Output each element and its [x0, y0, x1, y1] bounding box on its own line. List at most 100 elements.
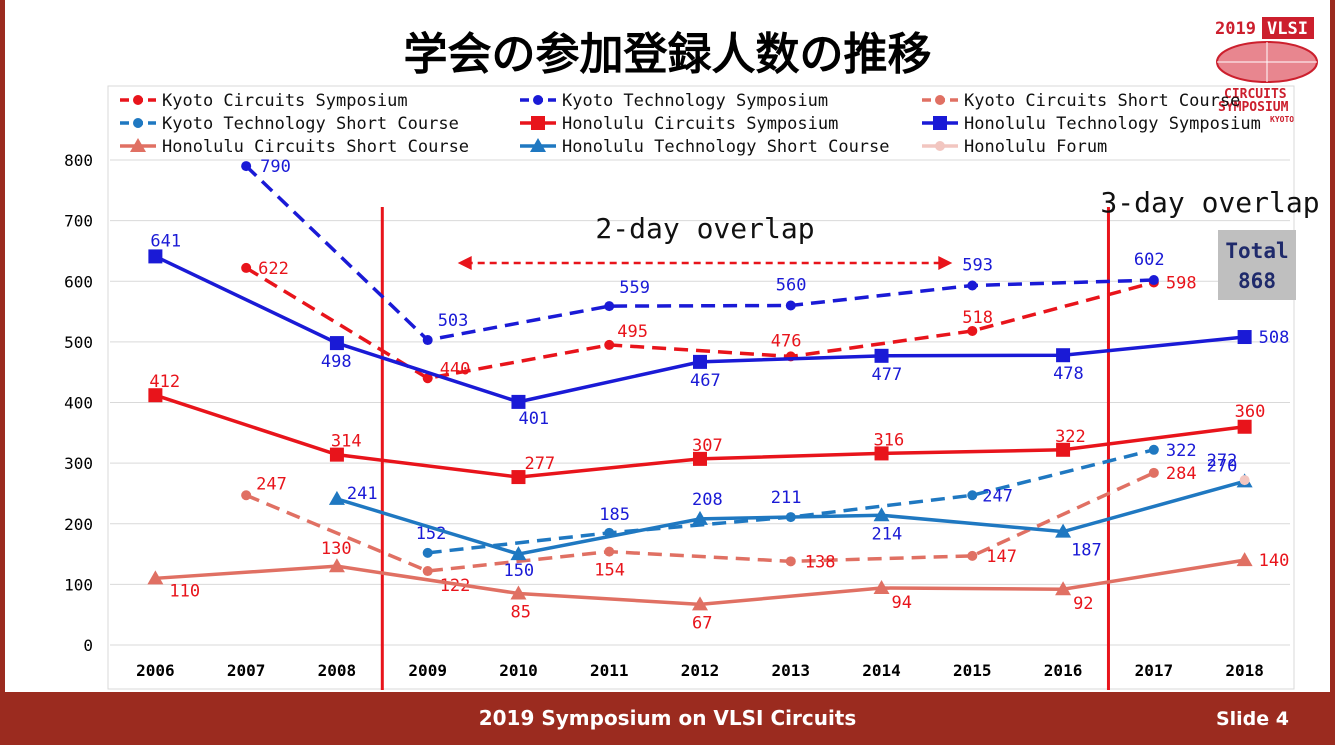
footer-text: 2019 Symposium on VLSI Circuits	[478, 706, 857, 730]
legend-marker-honolulu-circuits-short-course	[130, 138, 146, 152]
data-point-kyoto-circuits-short-course	[241, 490, 252, 501]
y-tick-label: 0	[83, 636, 93, 655]
series-line-honolulu-technology-short-course	[336, 479, 1246, 556]
chart-area-border	[107, 85, 1295, 690]
total-label: Total	[1225, 239, 1288, 263]
data-label-honolulu-technology-symposium: 498	[321, 352, 352, 372]
data-point-honolulu-technology-symposium	[1056, 348, 1071, 363]
data-label-kyoto-technology-short-course: 322	[1166, 441, 1197, 461]
data-point-honolulu-circuits-symposium	[874, 446, 889, 461]
data-label-honolulu-circuits-short-course: 140	[1259, 551, 1290, 571]
legend-label-honolulu-technology-short-course: Honolulu Technology Short Course	[562, 137, 890, 157]
data-label-kyoto-technology-symposium: 560	[776, 276, 807, 296]
data-label-honolulu-technology-symposium: 477	[872, 365, 903, 385]
data-label-kyoto-circuits-symposium: 440	[440, 359, 471, 379]
data-label-honolulu-circuits-symposium: 316	[874, 430, 905, 450]
attendance-line-chart: 0 100 200 300 400 500 600 700 800 2006 2007 2008 200…	[64, 85, 1320, 690]
legend-marker-honolulu-forum	[935, 141, 945, 151]
data-label-kyoto-technology-symposium: 790	[260, 157, 291, 177]
logo-line2: SYMPOSIUM	[1218, 100, 1289, 115]
data-label-honolulu-circuits-short-course: 130	[321, 539, 352, 559]
y-tick-label: 800	[64, 151, 93, 170]
data-label-kyoto-technology-symposium: 503	[438, 311, 469, 331]
data-point-honolulu-technology-short-course	[510, 546, 527, 561]
two-day-overlap-arrowhead-left	[457, 256, 472, 270]
legend-label-kyoto-circuits-short-course: Kyoto Circuits Short Course	[964, 91, 1240, 111]
data-point-kyoto-technology-short-course	[967, 490, 978, 501]
x-tick-label: 2015	[953, 661, 992, 680]
data-point-honolulu-circuits-symposium	[511, 470, 526, 485]
slide-frame-left	[0, 0, 5, 745]
data-label-kyoto-circuits-short-course: 138	[805, 552, 836, 572]
data-label-kyoto-circuits-symposium: 518	[962, 308, 993, 328]
data-label-honolulu-circuits-symposium: 307	[692, 436, 723, 456]
data-point-kyoto-circuits-short-course	[967, 550, 978, 561]
data-label-honolulu-technology-symposium: 401	[518, 409, 549, 429]
data-point-honolulu-forum	[1239, 475, 1250, 486]
x-tick-label: 2018	[1225, 661, 1264, 680]
data-point-kyoto-technology-symposium	[1148, 275, 1159, 286]
data-label-honolulu-circuits-short-course: 85	[510, 602, 530, 622]
x-tick-label: 2007	[227, 661, 266, 680]
data-label-kyoto-technology-short-course: 211	[771, 488, 802, 508]
data-label-honolulu-circuits-symposium: 412	[149, 372, 180, 392]
legend-label-honolulu-circuits-symposium: Honolulu Circuits Symposium	[562, 114, 838, 134]
data-point-honolulu-technology-short-course	[692, 510, 708, 525]
series-line-kyoto-circuits-symposium	[245, 266, 1155, 381]
series-line-kyoto-technology-symposium	[244, 164, 1154, 342]
data-point-kyoto-circuits-short-course	[785, 556, 796, 567]
data-label-honolulu-circuits-short-course: 110	[169, 581, 200, 601]
data-label-honolulu-technology-symposium: 641	[150, 231, 181, 251]
data-point-kyoto-circuits-symposium	[604, 339, 615, 350]
data-point-honolulu-circuits-short-course	[328, 558, 345, 573]
data-point-kyoto-technology-short-course	[422, 547, 433, 558]
data-point-kyoto-circuits-symposium	[241, 262, 252, 273]
data-label-honolulu-circuits-symposium: 360	[1235, 402, 1266, 422]
data-point-honolulu-circuits-short-course	[147, 570, 164, 585]
three-day-overlap-label: 3-day overlap	[1100, 186, 1319, 219]
slide-number: Slide 4	[1215, 708, 1289, 730]
data-point-kyoto-technology-symposium	[422, 335, 433, 346]
data-point-honolulu-circuits-short-course	[873, 580, 890, 595]
data-label-kyoto-circuits-short-course: 247	[256, 474, 287, 494]
logo-brand: VLSI	[1267, 19, 1308, 39]
data-label-kyoto-technology-symposium: 559	[619, 278, 650, 298]
data-label-kyoto-circuits-symposium: 598	[1166, 273, 1197, 293]
x-tick-label: 2011	[590, 661, 629, 680]
data-point-honolulu-circuits-short-course	[510, 585, 527, 600]
footer-bar: 2019 Symposium on VLSI Circuits Slide 4	[0, 692, 1335, 745]
x-tick-label: 2012	[681, 661, 720, 680]
data-label-honolulu-circuits-short-course: 92	[1073, 594, 1093, 614]
x-tick-label: 2010	[499, 661, 538, 680]
two-day-overlap-label: 2-day overlap	[595, 212, 814, 245]
data-point-kyoto-circuits-short-course	[604, 546, 615, 557]
data-point-honolulu-technology-short-course	[1055, 523, 1072, 538]
data-point-honolulu-technology-symposium	[874, 348, 889, 363]
data-point-kyoto-circuits-symposium	[967, 325, 978, 336]
data-label-honolulu-technology-short-course: 150	[503, 561, 534, 581]
data-label-kyoto-circuits-short-course: 284	[1166, 464, 1197, 484]
data-label-kyoto-circuits-symposium: 495	[617, 322, 648, 342]
data-label-kyoto-technology-short-course: 247	[982, 486, 1013, 506]
data-label-kyoto-circuits-short-course: 147	[986, 547, 1017, 567]
data-point-honolulu-circuits-symposium	[1237, 419, 1252, 434]
x-tick-label: 2016	[1044, 661, 1083, 680]
y-tick-label: 600	[64, 272, 93, 291]
x-tick-label: 2006	[136, 661, 175, 680]
legend-marker-honolulu-technology-short-course	[530, 138, 546, 152]
data-point-honolulu-technology-symposium	[329, 336, 344, 351]
data-label-honolulu-circuits-short-course: 67	[692, 613, 712, 633]
data-label-honolulu-forum: 272	[1207, 451, 1238, 471]
y-tick-label: 100	[64, 575, 93, 594]
y-tick-label: 300	[64, 454, 93, 473]
data-point-honolulu-technology-symposium	[1237, 330, 1252, 345]
data-point-kyoto-technology-symposium	[785, 300, 796, 311]
data-point-honolulu-technology-short-course	[328, 490, 345, 505]
data-point-honolulu-technology-symposium	[148, 249, 163, 264]
data-label-honolulu-technology-symposium: 467	[690, 371, 721, 391]
data-point-honolulu-technology-short-course	[873, 507, 890, 522]
data-label-honolulu-technology-short-course: 241	[347, 484, 378, 504]
x-tick-label: 2014	[862, 661, 901, 680]
legend-marker-kyoto-technology-short-course	[133, 118, 143, 128]
